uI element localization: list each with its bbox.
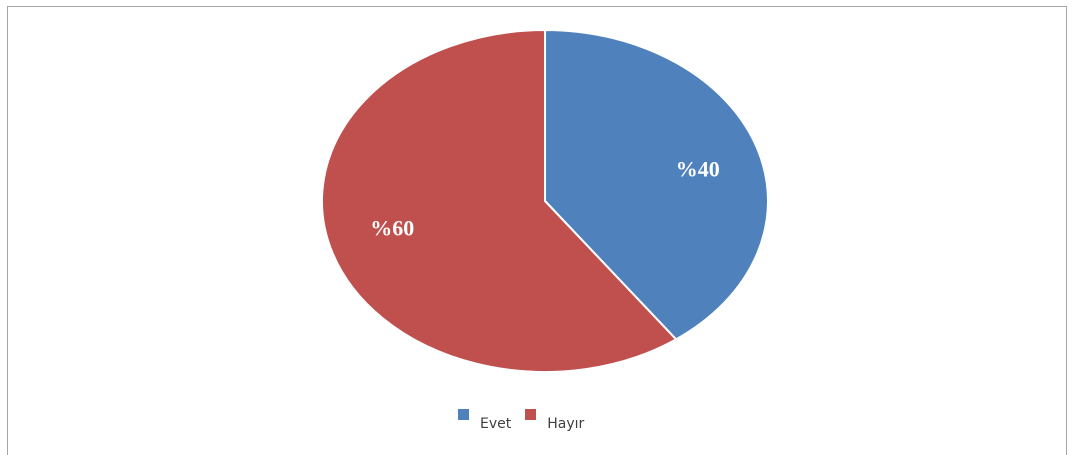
legend-label-evet: Evet bbox=[480, 416, 512, 432]
pie-slice-hay-r[interactable] bbox=[321, 28, 678, 373]
pie-data-labels: %40 %60 bbox=[370, 156, 719, 240]
pie-slices bbox=[321, 28, 769, 373]
legend-item-evet[interactable]: Evet bbox=[458, 408, 511, 432]
pie-slice-evet[interactable] bbox=[544, 28, 769, 341]
data-label-evet: %40 bbox=[676, 156, 720, 181]
legend-label-hayir: Hayır bbox=[547, 416, 585, 432]
data-label-hay-r: %60 bbox=[370, 216, 414, 241]
legend-swatch-evet bbox=[458, 408, 469, 420]
legend: Evet Hayır bbox=[458, 408, 598, 432]
legend-swatch-hayir bbox=[525, 408, 537, 420]
legend-item-hayir[interactable]: Hayır bbox=[525, 408, 584, 432]
